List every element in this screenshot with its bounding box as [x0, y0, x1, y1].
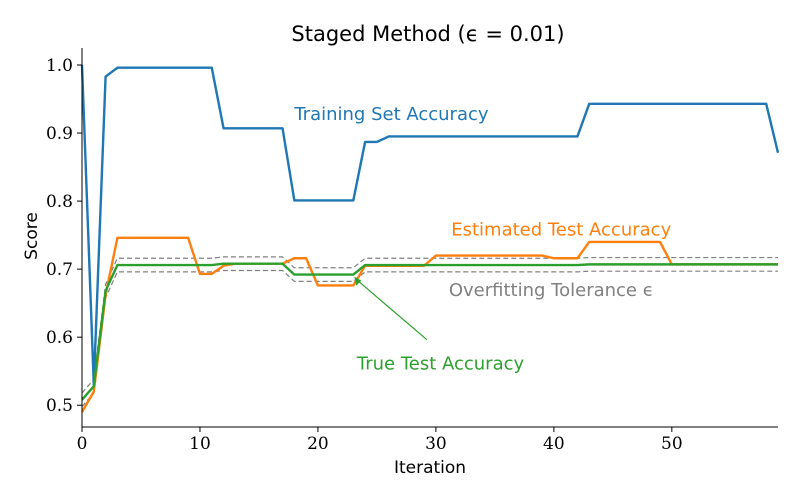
y-tick-label: 0.5 — [46, 396, 73, 416]
x-tick-label: 10 — [189, 434, 211, 454]
y-tick-label: 0.9 — [46, 124, 73, 144]
x-tick-label: 40 — [543, 434, 565, 454]
series-line-estimated-test-accuracy — [80, 236, 778, 413]
x-tick-label: 0 — [77, 434, 88, 454]
axes-layer — [81, 48, 778, 428]
annotation-estimated-test-accuracy: Estimated Test Accuracy — [451, 220, 671, 241]
chart-title: Staged Method (ϵ = 0.01) — [291, 22, 564, 46]
annotation-training-set-accuracy: Training Set Accuracy — [293, 104, 489, 125]
y-tick-label: 0.6 — [46, 328, 73, 348]
x-tick-label: 30 — [425, 434, 447, 454]
annotations-layer: Training Set Accuracy Estimated Test Accu… — [293, 104, 671, 375]
y-axis-label: Score — [22, 212, 42, 260]
ticks-layer: 0 10 20 30 40 50 0.5 0.6 0.7 0.8 0.9 1.0 — [46, 56, 683, 454]
series-line-training-set-accuracy — [80, 64, 780, 387]
annotation-overfitting-tolerance: Overfitting Tolerance ϵ — [449, 280, 654, 301]
y-tick-label: 0.7 — [46, 260, 73, 280]
tolerance-line-lower — [81, 269, 778, 407]
series-layer — [80, 64, 780, 413]
series-line-true-test-accuracy — [81, 262, 778, 401]
x-tick-label: 20 — [307, 434, 329, 454]
annotation-arrow — [354, 278, 428, 341]
annotation-true-test-accuracy: True Test Accuracy — [356, 354, 525, 375]
y-tick-label: 0.8 — [46, 192, 73, 212]
x-tick-label: 50 — [661, 434, 683, 454]
annotation-arrowhead — [354, 276, 362, 286]
x-axis-label: Iteration — [394, 458, 466, 478]
y-tick-label: 1.0 — [46, 56, 73, 76]
